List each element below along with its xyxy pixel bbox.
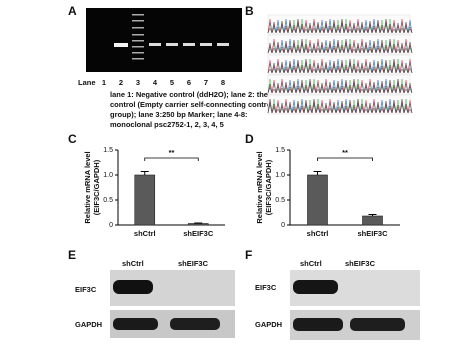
y-axis-label: Relative mRNA level — [83, 151, 92, 223]
gel-band — [132, 14, 144, 16]
chromatogram — [267, 14, 413, 115]
trace — [267, 98, 413, 114]
bar — [134, 174, 156, 226]
gel-band — [149, 43, 161, 46]
lane-number: 2 — [119, 78, 123, 87]
trace — [267, 38, 413, 54]
blot-band — [113, 318, 158, 330]
trace — [267, 58, 413, 74]
gel-band — [132, 46, 144, 48]
trace — [267, 18, 413, 34]
trace — [267, 78, 413, 94]
significance-bracket — [317, 157, 373, 161]
bar — [362, 215, 383, 226]
caption-line: lane 1: Negative control (ddH2O); lane 2… — [110, 90, 268, 99]
caption-line: group); lane 3:250 bp Marker; lane 4-8: — [110, 110, 248, 119]
gel-band — [200, 43, 212, 46]
gel-band — [132, 34, 144, 36]
lane-number: 3 — [136, 78, 140, 87]
gel-band — [166, 43, 178, 46]
error-bar — [140, 171, 149, 175]
panel-label: D — [245, 132, 254, 146]
significance-label: ** — [342, 148, 348, 157]
gel-band — [132, 40, 144, 42]
panel-label: F — [245, 248, 252, 262]
significance-bracket — [144, 157, 199, 161]
blot-band — [113, 280, 153, 294]
lane-number: 7 — [204, 78, 208, 87]
error-bar — [313, 171, 322, 175]
gel-band — [132, 20, 144, 22]
blot-band — [293, 280, 338, 294]
x-tick-label: shEIF3C — [357, 229, 388, 238]
panel-label: E — [68, 248, 76, 262]
lane-number: 1 — [102, 78, 106, 87]
gel-bands — [114, 14, 229, 60]
row-label: GAPDH — [75, 320, 102, 329]
column-label: shEIF3C — [178, 259, 209, 268]
blot-band — [293, 318, 343, 331]
caption-line: control (Empty carrier self-connecting c… — [110, 100, 273, 109]
lane-number: 6 — [187, 78, 191, 87]
y-tick-label: 1.0 — [103, 172, 113, 179]
gel-band — [183, 43, 195, 46]
caption: lane 1: Negative control (ddH2O); lane 2… — [110, 90, 273, 129]
column-label: shCtrl — [122, 259, 144, 268]
gel-band — [132, 27, 144, 29]
y-tick-label: 0 — [281, 222, 285, 229]
lane-number: 4 — [153, 78, 158, 87]
y-tick-label: 1.0 — [275, 172, 285, 179]
panel-label: B — [245, 4, 254, 18]
gel-band — [217, 43, 229, 46]
gel-band — [132, 58, 144, 60]
blot-band — [170, 318, 220, 330]
y-axis-label: Relative mRNA level — [255, 151, 264, 223]
error-bar — [194, 222, 203, 224]
y-tick-label: 1.5 — [103, 147, 113, 154]
y-tick-label: 1.5 — [275, 147, 285, 154]
row-label: EIF3C — [255, 283, 277, 292]
blot-band — [350, 318, 405, 331]
x-tick-label: shEIF3C — [183, 229, 214, 238]
caption-line: monoclonal psc2752-1, 2, 3, 4, 5 — [110, 120, 224, 129]
gel-band — [132, 52, 144, 54]
significance-label: ** — [169, 148, 175, 157]
bar — [187, 223, 209, 226]
column-label: shEIF3C — [345, 259, 376, 268]
error-bar — [368, 214, 377, 216]
y-tick-label: 0.5 — [103, 197, 113, 204]
bar — [307, 174, 328, 226]
lane-title: Lane — [78, 78, 96, 87]
gel-band — [114, 43, 128, 47]
x-tick-label: shCtrl — [307, 229, 329, 238]
gel — [86, 8, 242, 72]
y-tick-label: 0.5 — [275, 197, 285, 204]
panel-label: A — [68, 4, 77, 18]
y-tick-label: 0 — [109, 222, 113, 229]
y-axis-label: (EIF3C/GAPDH) — [264, 159, 273, 215]
panel-label: C — [68, 132, 77, 146]
y-axis-label: (EIF3C/GAPDH) — [92, 159, 101, 215]
row-label: GAPDH — [255, 320, 282, 329]
lane-number: 5 — [170, 78, 174, 87]
row-label: EIF3C — [75, 285, 97, 294]
x-tick-label: shCtrl — [134, 229, 156, 238]
column-label: shCtrl — [300, 259, 322, 268]
lane-number: 8 — [221, 78, 225, 87]
